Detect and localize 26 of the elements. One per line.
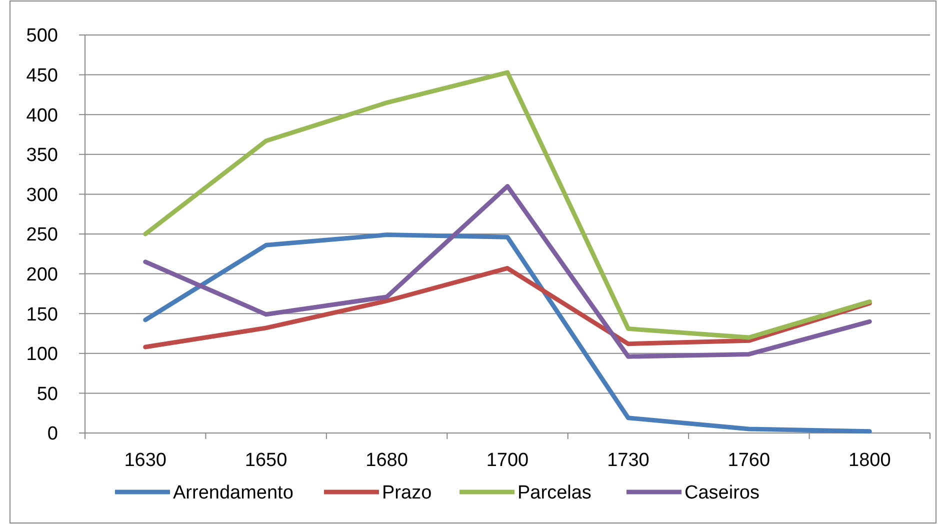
legend-label: Caseiros	[684, 482, 760, 504]
x-tick-label: 1800	[848, 450, 891, 471]
y-tick-label: 0	[47, 424, 58, 445]
y-tick-label: 250	[26, 224, 58, 246]
x-tick-label: 1680	[366, 450, 408, 471]
line-series	[143, 266, 872, 350]
x-tick-label: 1650	[244, 450, 288, 471]
x-tick-label: 1700	[486, 450, 529, 471]
legend-label: Arrendamento	[173, 482, 294, 504]
y-tick-label: 100	[26, 344, 58, 366]
y-tick-label: 150	[26, 304, 58, 326]
x-tick-label: 1760	[728, 450, 770, 471]
y-tick-label: 400	[26, 105, 58, 126]
line-series	[143, 184, 872, 359]
y-tick-label: 200	[26, 264, 58, 286]
y-tick-label: 300	[26, 184, 58, 206]
y-tick-label: 450	[26, 65, 58, 86]
y-tick-label: 500	[26, 26, 58, 47]
legend-label: Prazo	[382, 482, 432, 504]
y-tick-label: 350	[26, 145, 58, 166]
x-tick-label: 1630	[124, 450, 166, 471]
line-series	[143, 232, 872, 434]
y-tick-label: 50	[36, 384, 58, 405]
legend-label: Parcelas	[518, 482, 592, 504]
line-series	[143, 70, 872, 340]
x-tick-label: 1730	[607, 450, 650, 471]
